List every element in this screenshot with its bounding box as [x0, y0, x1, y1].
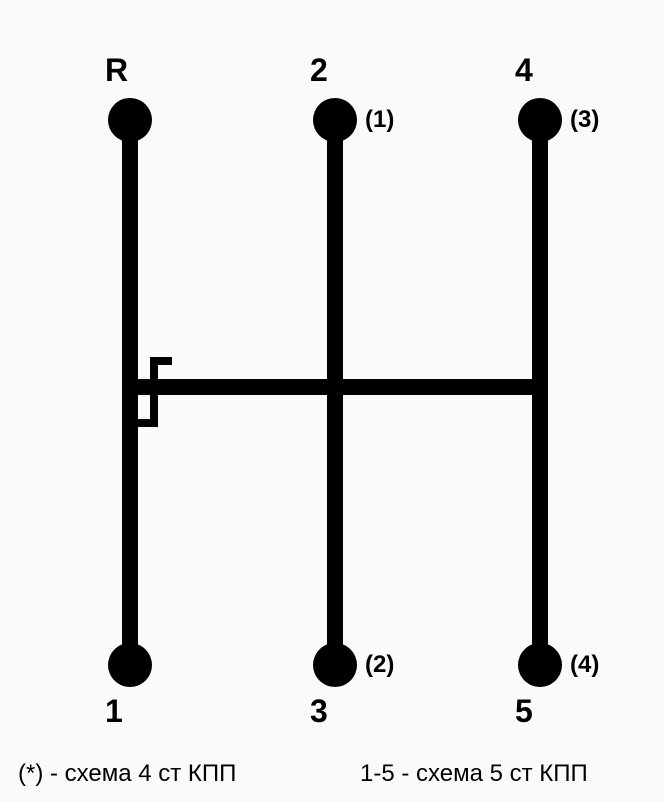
gear-sublabel-3: (2) [365, 651, 394, 679]
gear-shift-diagram: R 2 4 1 3 5 (1) (3) (2) (4) (*) - схема … [0, 0, 664, 802]
gear-sublabel-4: (3) [570, 106, 599, 134]
gear-label-R: R [105, 52, 128, 89]
caption-4speed: (*) - схема 4 ст КПП [18, 760, 236, 788]
caption-5speed: 1-5 - схема 5 ст КПП [360, 760, 588, 788]
gear-dot-R [108, 98, 152, 142]
gear-crossbar [130, 379, 540, 395]
reverse-notch-top [150, 357, 172, 365]
gear-dot-1 [108, 643, 152, 687]
reverse-notch-bottom [136, 419, 158, 427]
gear-sublabel-2: (1) [365, 106, 394, 134]
gear-dot-5 [518, 643, 562, 687]
gear-label-1: 1 [105, 693, 123, 730]
gear-dot-3 [313, 643, 357, 687]
gear-label-5: 5 [515, 693, 533, 730]
gear-dot-2 [313, 98, 357, 142]
reverse-notch-vertical [150, 357, 158, 427]
gear-label-3: 3 [310, 693, 328, 730]
gear-dot-4 [518, 98, 562, 142]
gear-label-2: 2 [310, 52, 328, 89]
gear-label-4: 4 [515, 52, 533, 89]
gear-sublabel-5: (4) [570, 651, 599, 679]
